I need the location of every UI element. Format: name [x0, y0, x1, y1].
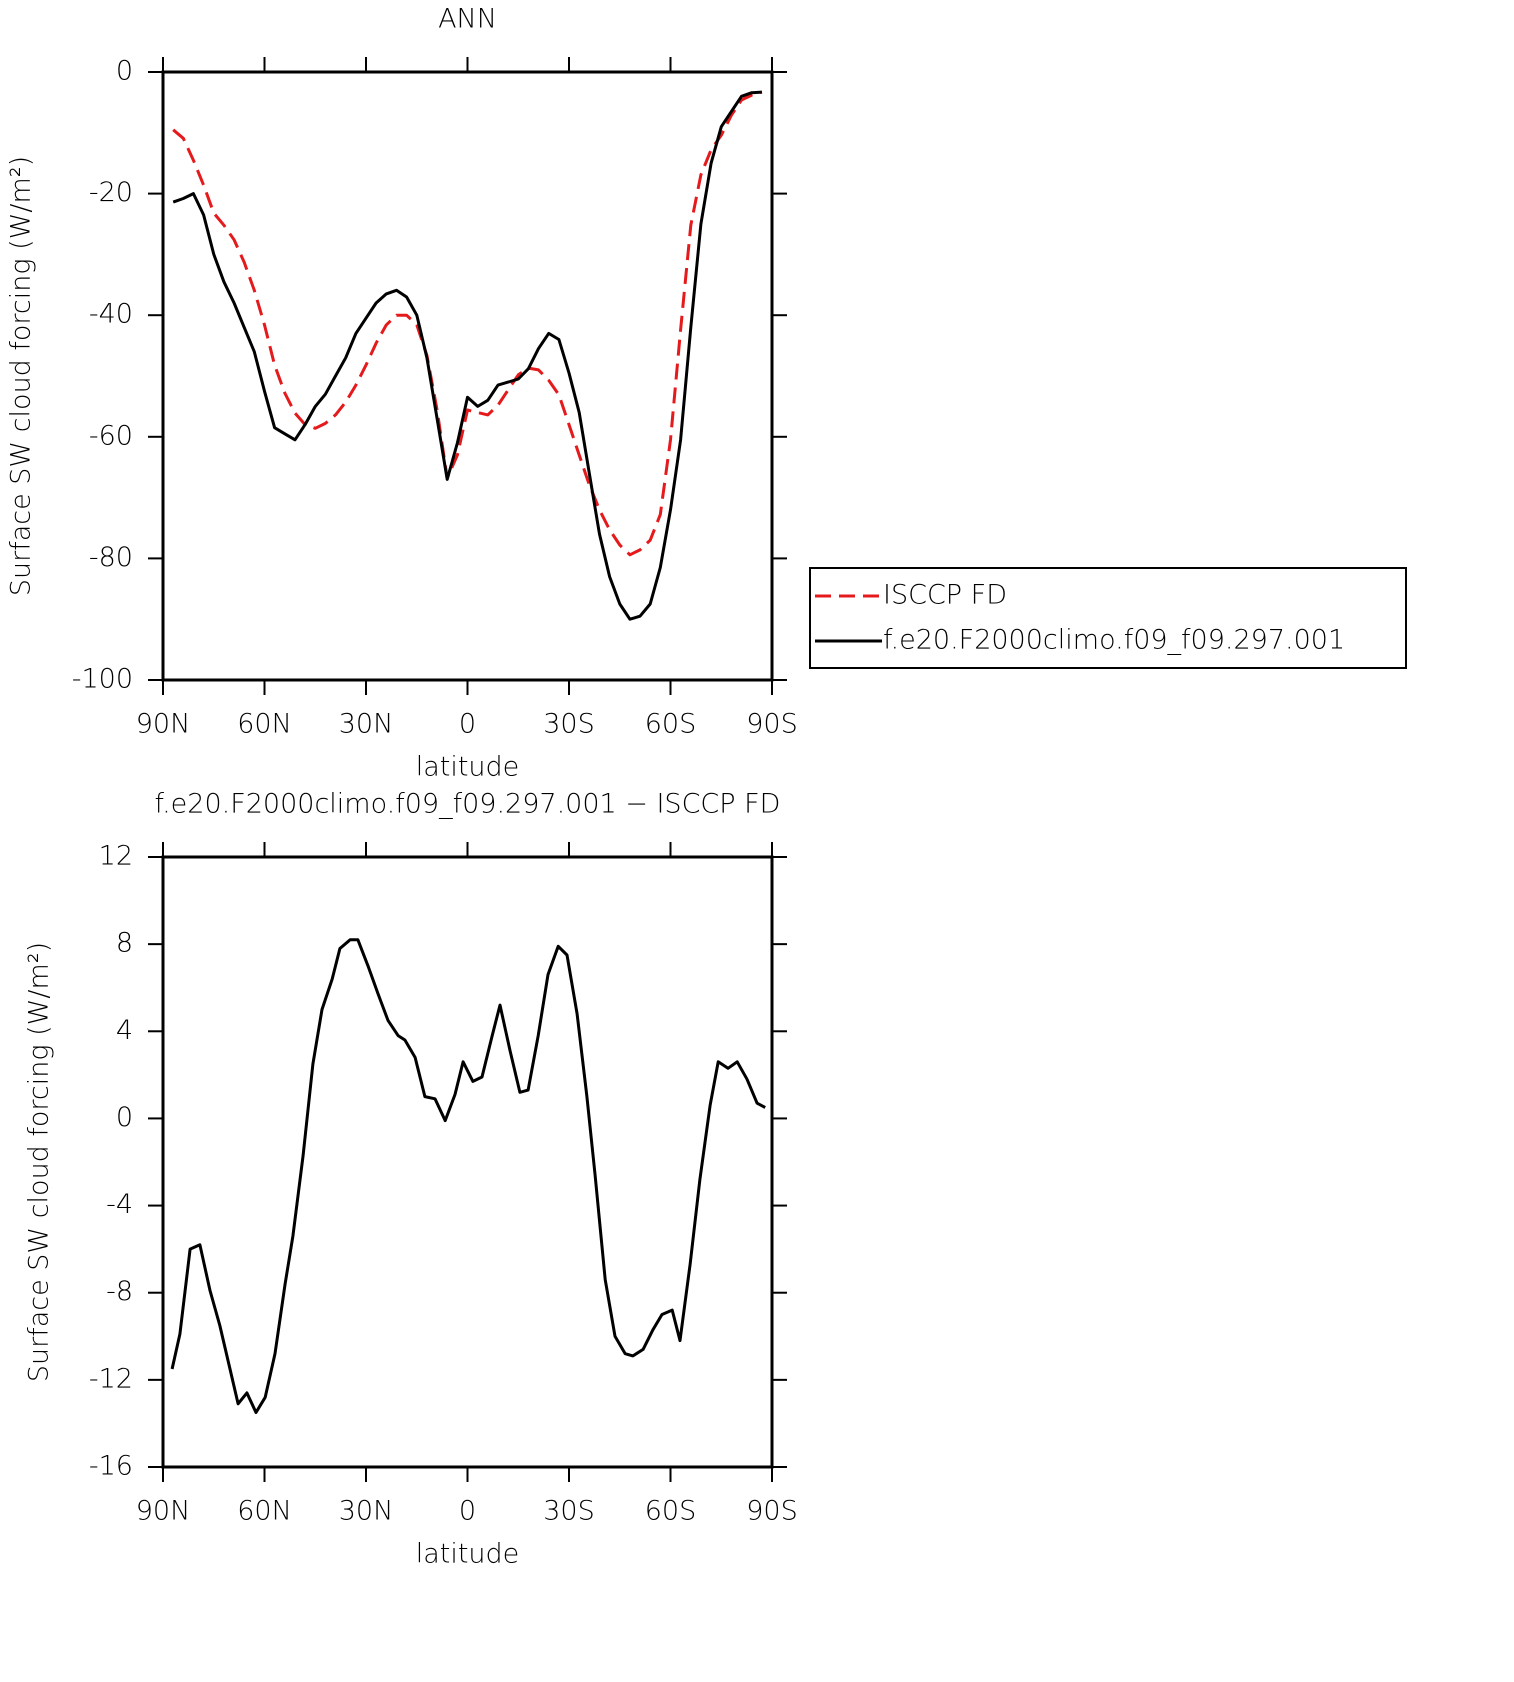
x-tick-label: 30S: [543, 1496, 595, 1527]
y-tick-label: -16: [89, 1451, 133, 1482]
y-tick-label: 0: [116, 1102, 133, 1133]
y-tick-label: -12: [89, 1363, 133, 1394]
y-tick-label: 12: [99, 841, 133, 872]
y-axis-label: Surface SW cloud forcing (W/m²): [24, 942, 55, 1382]
x-tick-label: 0: [459, 1496, 476, 1527]
plot-frame: [161, 70, 774, 682]
x-axis-label: latitude: [416, 1539, 520, 1570]
x-tick-label: 60N: [237, 709, 292, 740]
x-tick-label: 0: [459, 709, 476, 740]
y-tick-label: -100: [72, 664, 133, 695]
plot-frame: [161, 855, 774, 1469]
x-tick-label: 90S: [746, 1496, 798, 1527]
y-tick-label: -40: [89, 299, 133, 330]
y-tick-label: -4: [106, 1189, 133, 1220]
legend-label: ISCCP FD: [883, 580, 1007, 611]
y-tick-label: -20: [89, 177, 133, 208]
x-tick-label: 90S: [746, 709, 798, 740]
chart-title: f.e20.F2000climo.f09_f09.297.001 − ISCCP…: [155, 789, 781, 820]
x-tick-label: 60N: [237, 1496, 292, 1527]
x-tick-label: 60S: [645, 1496, 697, 1527]
legend-box: [809, 567, 1407, 669]
x-tick-label: 60S: [645, 709, 697, 740]
x-tick-label: 90N: [136, 709, 191, 740]
legend-label: f.e20.F2000climo.f09_f09.297.001: [883, 625, 1345, 656]
chart-title: ANN: [438, 4, 497, 35]
y-tick-label: 8: [116, 928, 133, 959]
data-line: [170, 938, 766, 1414]
y-tick-label: -8: [106, 1276, 133, 1307]
data-line: [172, 90, 763, 557]
y-tick-label: -60: [89, 420, 133, 451]
y-tick-label: 0: [116, 56, 133, 87]
y-axis-label: Surface SW cloud forcing (W/m²): [6, 156, 37, 596]
y-tick-label: 4: [116, 1015, 133, 1046]
x-tick-label: 30N: [339, 709, 394, 740]
x-tick-label: 90N: [136, 1496, 191, 1527]
x-tick-label: 30N: [339, 1496, 394, 1527]
x-axis-label: latitude: [416, 752, 520, 783]
y-tick-label: -80: [89, 542, 133, 573]
x-tick-label: 30S: [543, 709, 595, 740]
data-line: [172, 90, 762, 621]
